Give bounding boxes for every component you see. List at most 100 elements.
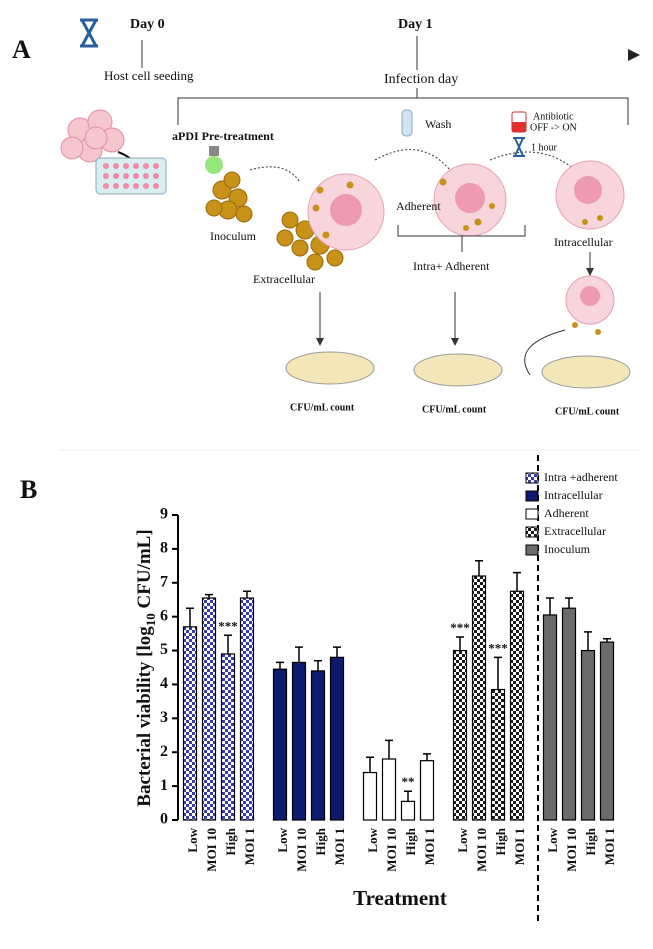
legend-swatch: [525, 544, 539, 556]
x-tick-label: MOI 10: [474, 828, 489, 872]
error-bar: [243, 590, 251, 599]
y-axis-label-part: 10: [143, 613, 158, 626]
error-bar: [565, 597, 573, 609]
y-tick-label: 1: [160, 777, 168, 794]
error-bar: [584, 631, 592, 651]
y-tick-label: 9: [160, 506, 168, 523]
y-tick-label: 7: [160, 573, 168, 590]
bar: [220, 653, 236, 821]
x-tick-label: MOI 1: [512, 828, 527, 865]
bar: [542, 614, 558, 821]
y-tick-label: 6: [160, 607, 168, 624]
error-bar: [276, 661, 284, 670]
x-tick-label: MOI 1: [602, 828, 617, 865]
day-label: Day 1: [398, 17, 433, 32]
step-label: Host cell seeding: [104, 68, 194, 83]
x-axis-label: Treatment: [353, 886, 447, 910]
legend-label: Intra +adherent: [544, 470, 618, 484]
panel-label: A: [12, 35, 31, 64]
error-bar: [186, 607, 194, 627]
count-label: CFU/mL count: [422, 404, 487, 415]
error-bar: [404, 790, 412, 802]
x-tick-label: Low: [275, 827, 290, 852]
bar: [471, 575, 487, 821]
bracket: [177, 88, 629, 125]
bar: [490, 688, 506, 821]
timeline: [80, 18, 640, 70]
step-label: Antibiotic: [533, 111, 574, 122]
x-tick-label: High: [223, 827, 238, 855]
step-label: Intra+ Adherent: [413, 259, 490, 273]
x-tick-label: High: [403, 827, 418, 855]
x-tick-label: MOI 10: [564, 828, 579, 872]
y-tick-label: 0: [160, 811, 168, 828]
x-tick-label: High: [493, 827, 508, 855]
bar: [291, 661, 307, 821]
error-bar: [205, 593, 213, 599]
step-label: Extracellular: [253, 272, 315, 286]
error-bar: [546, 597, 554, 615]
error-bar: [366, 756, 374, 773]
step-label: Adherent: [396, 199, 441, 213]
x-tick-label: MOI 10: [204, 828, 219, 872]
legend-label: Extracellular: [544, 524, 606, 538]
bar: [400, 800, 416, 821]
bar: [362, 771, 378, 821]
error-bar: [423, 753, 431, 761]
significance-label: ***: [488, 640, 508, 655]
legend-swatch: [525, 508, 539, 520]
day-label: Day 0: [130, 17, 165, 32]
bar: [580, 649, 596, 821]
significance-label: ***: [218, 618, 238, 633]
bar: [452, 649, 468, 821]
bar: [329, 656, 345, 821]
cell-seeding-illustration: [60, 109, 167, 195]
bar: [182, 626, 198, 821]
inoculum-illustration: [205, 146, 344, 271]
step-label: aPDI Pre-treatment: [172, 129, 274, 143]
step-label: Infection day: [384, 72, 458, 87]
bar: [599, 641, 615, 821]
error-bar: [494, 656, 502, 690]
step-label: 1 hour: [531, 142, 558, 153]
count-label: CFU/mL count: [555, 406, 620, 417]
error-bar: [295, 646, 303, 663]
step-label: OFF -> ON: [530, 122, 577, 133]
x-tick-label: MOI 10: [384, 828, 399, 872]
bar: [381, 758, 397, 821]
bar: [419, 760, 435, 821]
bar: [561, 607, 577, 821]
x-tick-label: Low: [185, 827, 200, 852]
legend-swatch: [525, 472, 539, 484]
bar: [310, 670, 326, 821]
bar: [272, 668, 288, 821]
error-bar: [513, 571, 521, 592]
x-tick-label: Low: [455, 827, 470, 852]
legend-label: Inoculum: [544, 542, 591, 556]
y-axis-label-part: Bacterial viability [log: [134, 626, 155, 807]
significance-label: ***: [450, 620, 470, 635]
x-tick-label: High: [583, 827, 598, 855]
y-tick-label: 4: [160, 675, 168, 692]
significance-label: **: [402, 774, 415, 789]
x-tick-label: Low: [545, 827, 560, 852]
bar: [239, 597, 255, 821]
legend-label: Intracellular: [544, 488, 603, 502]
y-tick-label: 5: [160, 641, 168, 658]
legend-swatch: [525, 526, 539, 538]
y-tick-label: 3: [160, 709, 168, 726]
error-bar: [475, 560, 483, 576]
y-tick-label: 2: [160, 743, 168, 760]
step-label: Intracellular: [554, 235, 613, 249]
x-tick-label: Low: [365, 827, 380, 852]
x-tick-label: MOI 1: [242, 828, 257, 865]
error-bar: [224, 634, 232, 654]
x-tick-label: MOI 10: [294, 828, 309, 872]
y-tick-label: 8: [160, 540, 168, 557]
legend-label: Adherent: [544, 506, 589, 520]
x-tick-label: High: [313, 827, 328, 855]
step-label: Wash: [425, 117, 451, 131]
count-label: CFU/mL count: [290, 402, 355, 413]
panel-label: B: [20, 475, 37, 504]
